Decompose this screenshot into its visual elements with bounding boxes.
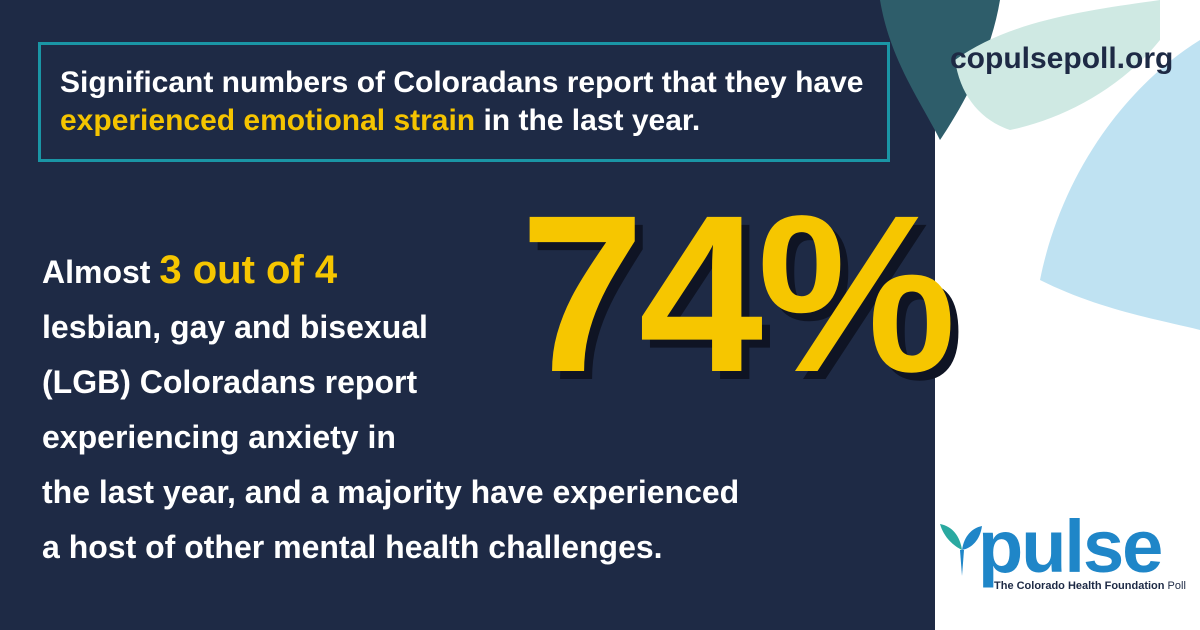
big-stat-percent: 74% [520, 169, 956, 419]
pulse-logo: pulse The Colorado Health Foundation Pol… [938, 505, 1188, 610]
site-url[interactable]: copulsepoll.org [950, 42, 1174, 75]
headline-frame [38, 42, 890, 162]
body-emphasis: 3 out of 4 [159, 248, 338, 292]
body-line-1: Almost 3 out of 4 [42, 243, 862, 300]
body-line-3: (LGB) Coloradans report [42, 364, 418, 400]
body-line-2: lesbian, gay and bisexual [42, 309, 428, 345]
logo-tagline-bold: The Colorado Health Foundation [994, 580, 1165, 592]
logo-tagline-rest: Poll [1164, 580, 1186, 592]
headline-text-pre: Significant numbers of Coloradans report… [60, 66, 864, 99]
headline: Significant numbers of Coloradans report… [60, 64, 880, 140]
headline-highlight: experienced emotional strain [60, 104, 476, 137]
leaf-shape-lightblue [1040, 40, 1200, 330]
body-line-1-pre: Almost [42, 254, 160, 290]
body-line-6: a host of other mental health challenges… [42, 529, 663, 565]
logo-tagline: The Colorado Health Foundation Poll [994, 580, 1186, 592]
background-panel [0, 0, 935, 630]
leaf-logo-icon [940, 524, 982, 576]
body-line-4: experiencing anxiety in [42, 419, 396, 455]
body-line-5: the last year, and a majority have exper… [42, 474, 740, 510]
decorative-leaf-shapes [880, 0, 1200, 330]
body-text: Almost 3 out of 4 lesbian, gay and bisex… [42, 243, 862, 575]
headline-text-post: in the last year. [475, 104, 701, 137]
logo-wordmark: pulse [978, 505, 1163, 588]
leaf-shape-mint [955, 0, 1160, 130]
leaf-shape-teal [880, 0, 1000, 140]
